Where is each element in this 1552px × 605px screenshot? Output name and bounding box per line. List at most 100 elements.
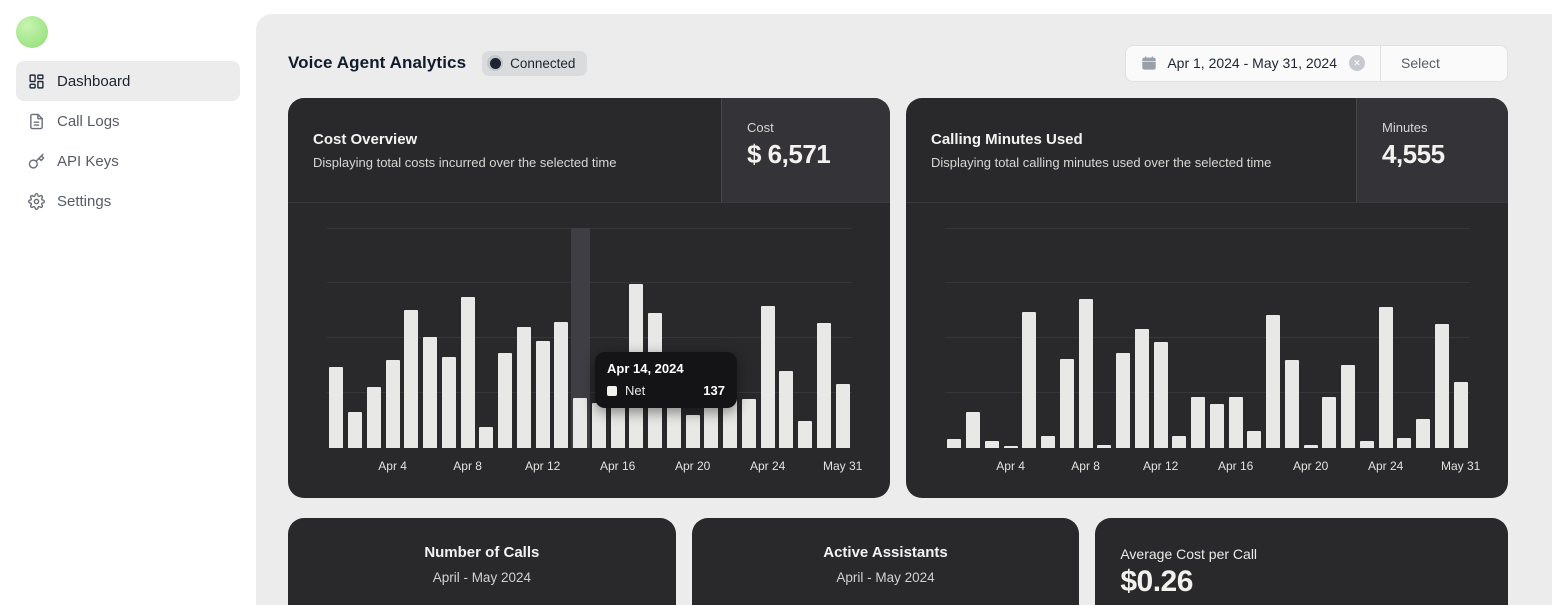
bar-slot[interactable] — [608, 228, 627, 448]
bar — [835, 384, 850, 448]
bar-slot[interactable] — [458, 228, 477, 448]
bar-slot[interactable] — [702, 228, 721, 448]
bar-slot[interactable] — [1001, 228, 1020, 448]
sidebar-item-label: Settings — [57, 192, 112, 210]
bar-slot[interactable] — [1039, 228, 1058, 448]
bar-slot[interactable] — [796, 228, 815, 448]
bar-slot[interactable] — [983, 228, 1002, 448]
gridline — [945, 337, 1470, 338]
bar-slot[interactable] — [1283, 228, 1302, 448]
card-subtitle: Displaying total costs incurred over the… — [313, 154, 617, 170]
bar-slot[interactable] — [552, 228, 571, 448]
bar-slot[interactable] — [327, 228, 346, 448]
x-axis-labels: Apr 4 Apr 8 Apr 12 Apr 16 Apr 20 Apr 24 May 31 — [327, 459, 862, 475]
bar-slot[interactable] — [777, 228, 796, 448]
bar-slot[interactable] — [1226, 228, 1245, 448]
bar-slot[interactable] — [421, 228, 440, 448]
bar — [1116, 353, 1131, 448]
sidebar-item-call-logs[interactable]: Call Logs — [16, 101, 240, 141]
bar-slot[interactable] — [833, 228, 852, 448]
bar-slot[interactable] — [496, 228, 515, 448]
bar — [741, 399, 756, 448]
bar-slot[interactable] — [1301, 228, 1320, 448]
bar-slot[interactable] — [1339, 228, 1358, 448]
date-range-button[interactable]: Apr 1, 2024 - May 31, 2024 ✕ — [1126, 46, 1380, 81]
bar-slot[interactable] — [683, 228, 702, 448]
bar-slot[interactable] — [740, 228, 759, 448]
bar-slot[interactable] — [1189, 228, 1208, 448]
bar — [404, 310, 419, 448]
bar-slot[interactable] — [515, 228, 534, 448]
bar-slot[interactable] — [1020, 228, 1039, 448]
card-subtitle: April - May 2024 — [836, 570, 935, 585]
date-select-button[interactable]: Select — [1380, 45, 1507, 81]
gridline — [327, 228, 852, 229]
gridline — [945, 282, 1470, 283]
clear-date-icon[interactable]: ✕ — [1349, 55, 1365, 71]
bar — [1209, 404, 1224, 448]
x-axis-label: Apr 12 — [524, 459, 561, 473]
bar-slot[interactable] — [533, 228, 552, 448]
bar — [516, 327, 531, 448]
bar-slot[interactable] — [758, 228, 777, 448]
x-axis-labels: Apr 4 Apr 8 Apr 12 Apr 16 Apr 20 Apr 24 May 31 — [945, 459, 1480, 475]
bar-slot[interactable] — [945, 228, 964, 448]
bar-slot[interactable] — [1451, 228, 1470, 448]
bar-chart[interactable]: Apr 4 Apr 8 Apr 12 Apr 16 Apr 20 Apr 24 May 31… — [288, 203, 890, 498]
x-axis-label: Apr 16 — [599, 459, 636, 473]
bar — [460, 297, 475, 448]
bar-slot[interactable] — [1264, 228, 1283, 448]
bar-slot[interactable] — [1320, 228, 1339, 448]
bar — [685, 415, 700, 448]
bar-slot[interactable] — [665, 228, 684, 448]
bar — [1022, 312, 1037, 448]
sidebar-item-settings[interactable]: Settings — [16, 181, 240, 221]
bar — [1434, 324, 1449, 448]
bar-slot[interactable] — [964, 228, 983, 448]
bar-slot[interactable] — [1376, 228, 1395, 448]
workspace-avatar[interactable] — [16, 16, 48, 48]
bar-slot[interactable] — [346, 228, 365, 448]
bar-chart[interactable]: Apr 4 Apr 8 Apr 12 Apr 16 Apr 20 Apr 24 May 31 — [906, 203, 1508, 498]
page-title: Voice Agent Analytics — [288, 53, 467, 72]
bar-slot[interactable] — [1395, 228, 1414, 448]
bar-slot[interactable] — [383, 228, 402, 448]
bar-slot[interactable] — [590, 228, 609, 448]
bar-slot[interactable] — [1245, 228, 1264, 448]
card-title: Number of Calls — [424, 544, 540, 561]
bar-slot[interactable] — [815, 228, 834, 448]
bar-slot[interactable] — [1151, 228, 1170, 448]
bar-plot — [327, 228, 852, 448]
bar — [1397, 438, 1412, 448]
bar — [947, 439, 962, 448]
sidebar-item-dashboard[interactable]: Dashboard — [16, 61, 240, 101]
bar-slot[interactable] — [402, 228, 421, 448]
bar-slot[interactable] — [1170, 228, 1189, 448]
bar-slot[interactable] — [1208, 228, 1227, 448]
bar-slot[interactable] — [365, 228, 384, 448]
bar-slot[interactable] — [721, 228, 740, 448]
bar-slot[interactable] — [1076, 228, 1095, 448]
sidebar-item-api-keys[interactable]: API Keys — [16, 141, 240, 181]
sidebar-item-label: Dashboard — [57, 72, 131, 90]
bar-slot[interactable] — [1358, 228, 1377, 448]
bar-slot[interactable] — [646, 228, 665, 448]
bar-slot[interactable] — [1114, 228, 1133, 448]
bar-slot[interactable] — [627, 228, 646, 448]
bar-plot — [945, 228, 1470, 448]
bar — [1341, 365, 1356, 448]
calling-minutes-card: Calling Minutes Used Displaying total ca… — [906, 98, 1508, 498]
bar — [1378, 307, 1393, 448]
bar-slot[interactable] — [1095, 228, 1114, 448]
bar-slot[interactable] — [440, 228, 459, 448]
date-range-value: Apr 1, 2024 - May 31, 2024 — [1167, 55, 1337, 71]
bar-slot[interactable] — [1433, 228, 1452, 448]
bar-slot[interactable] — [1058, 228, 1077, 448]
bar-slot[interactable] — [477, 228, 496, 448]
connection-status-badge: Connected — [482, 50, 588, 76]
bar-slot[interactable] — [1133, 228, 1152, 448]
bar — [1078, 299, 1093, 448]
bar-slot[interactable] — [1414, 228, 1433, 448]
bar-slot[interactable] — [570, 228, 590, 448]
bar — [479, 427, 494, 448]
